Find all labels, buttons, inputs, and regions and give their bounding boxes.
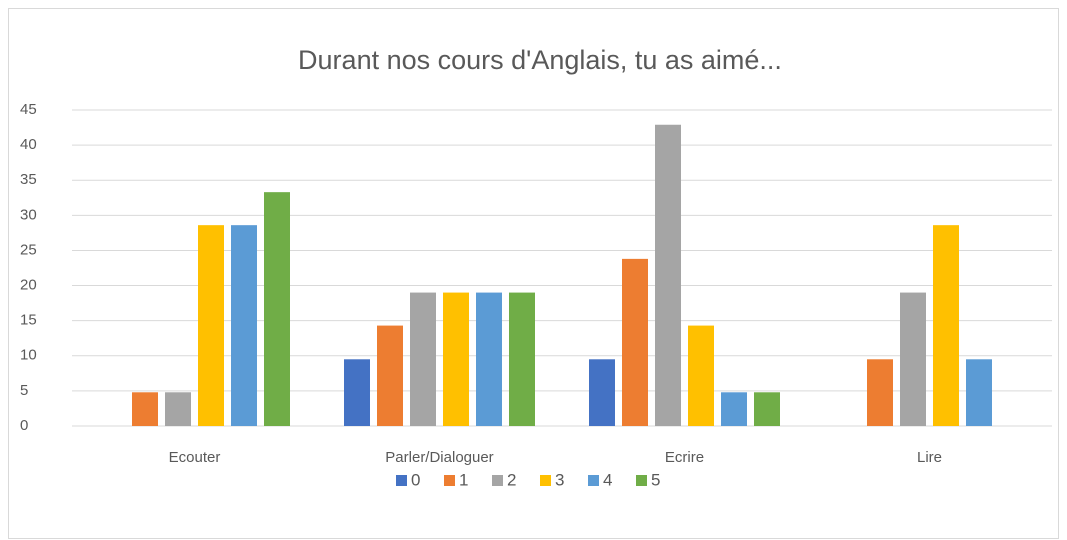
legend-swatch bbox=[540, 475, 551, 486]
bar bbox=[622, 258, 648, 426]
legend-label: 5 bbox=[651, 470, 660, 489]
y-tick-label: 0 bbox=[20, 417, 28, 434]
chart-title: Durant nos cours d'Anglais, tu as aimé..… bbox=[298, 45, 782, 75]
bar bbox=[410, 292, 436, 426]
y-tick-label: 15 bbox=[20, 312, 37, 329]
chart-border bbox=[8, 8, 1059, 539]
bar bbox=[933, 225, 959, 426]
legend-label: 4 bbox=[603, 470, 612, 489]
y-tick-label: 40 bbox=[20, 136, 37, 153]
y-tick-label: 10 bbox=[20, 347, 37, 364]
legend-swatch bbox=[588, 475, 599, 486]
legend-label: 2 bbox=[507, 470, 516, 489]
bar bbox=[377, 325, 403, 426]
bar bbox=[443, 292, 469, 426]
bar bbox=[344, 359, 370, 426]
bar bbox=[966, 359, 992, 426]
bar bbox=[132, 392, 158, 426]
bar bbox=[754, 392, 780, 426]
legend-label: 0 bbox=[411, 470, 420, 489]
bar bbox=[198, 225, 224, 426]
legend-swatch bbox=[396, 475, 407, 486]
bar bbox=[264, 192, 290, 426]
x-tick-label: Ecouter bbox=[169, 449, 221, 466]
y-tick-label: 5 bbox=[20, 382, 28, 399]
bar bbox=[867, 359, 893, 426]
y-tick-label: 20 bbox=[20, 277, 37, 294]
legend-label: 3 bbox=[555, 470, 564, 489]
bar bbox=[721, 392, 747, 426]
bar bbox=[589, 359, 615, 426]
y-tick-label: 30 bbox=[20, 206, 37, 223]
x-tick-label: Parler/Dialoguer bbox=[385, 449, 493, 466]
y-tick-label: 25 bbox=[20, 241, 37, 258]
bar bbox=[655, 124, 681, 426]
x-tick-label: Lire bbox=[917, 449, 942, 466]
bar bbox=[165, 392, 191, 426]
legend-label: 1 bbox=[459, 470, 468, 489]
bar bbox=[231, 225, 257, 426]
legend-swatch bbox=[444, 475, 455, 486]
legend-swatch bbox=[636, 475, 647, 486]
y-tick-label: 45 bbox=[20, 101, 37, 118]
legend-swatch bbox=[492, 475, 503, 486]
bar bbox=[688, 325, 714, 426]
x-tick-label: Ecrire bbox=[665, 449, 704, 466]
bar bbox=[476, 292, 502, 426]
y-tick-label: 35 bbox=[20, 171, 37, 188]
bar bbox=[509, 292, 535, 426]
bar bbox=[900, 292, 926, 426]
